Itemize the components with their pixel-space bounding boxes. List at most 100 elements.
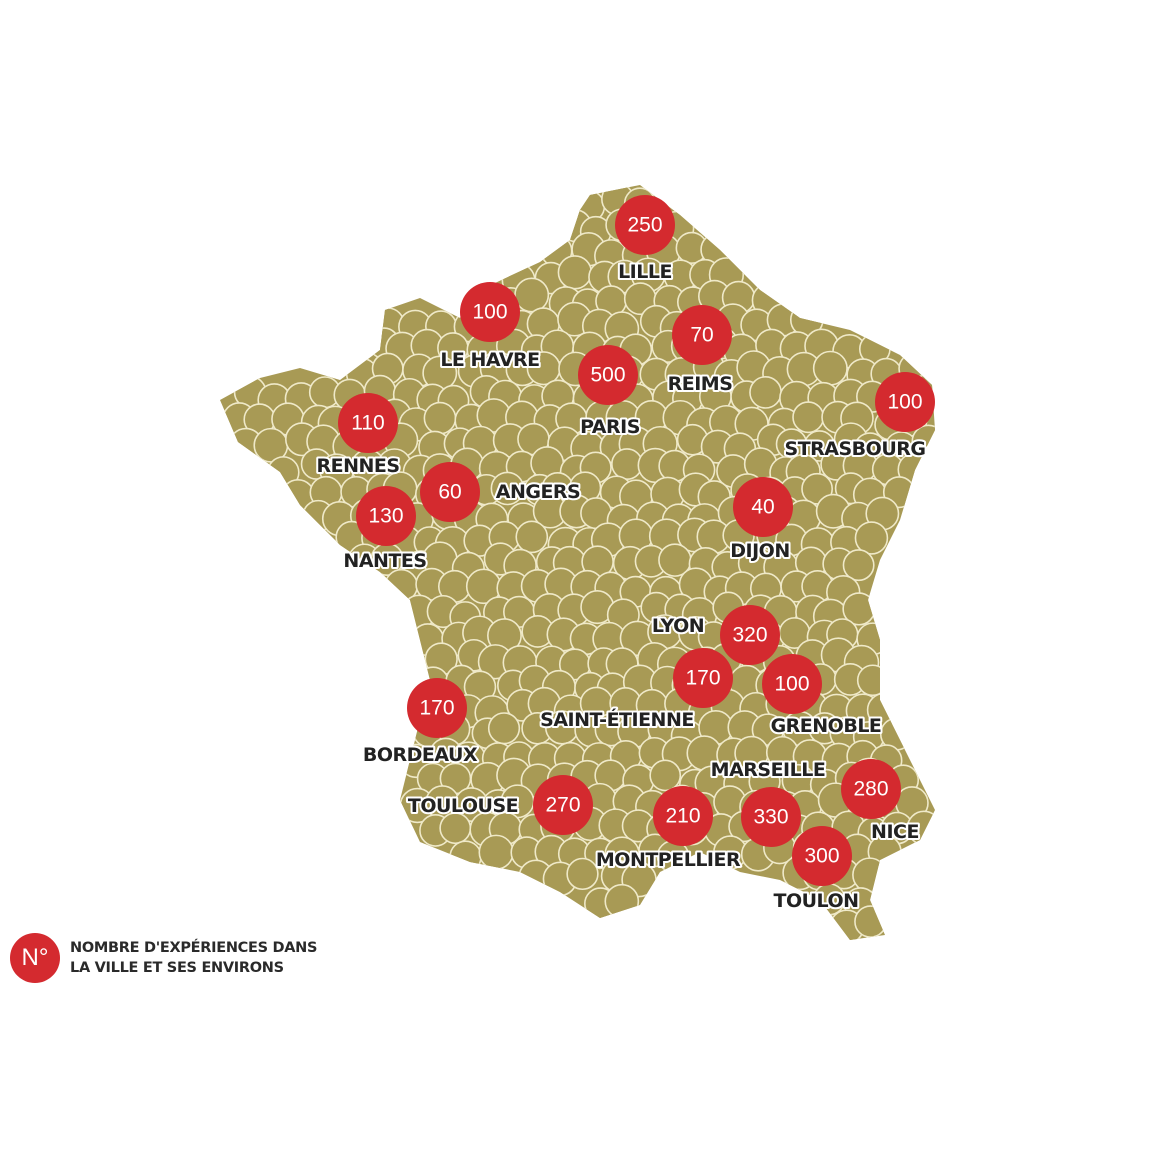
city-marker-angers: 60 ANGERS bbox=[420, 462, 583, 522]
legend-text: NOMBRE D'EXPÉRIENCES DANS LA VILLE ET SE… bbox=[70, 938, 317, 978]
legend-line-2: LA VILLE ET SES ENVIRONS bbox=[70, 960, 284, 976]
city-marker-marseille: 330 MARSEILLE bbox=[709, 757, 828, 847]
city-label: STRASBOURG bbox=[785, 438, 926, 460]
city-marker-saint-e-tienne: 170 SAINT-ÉTIENNE bbox=[538, 648, 733, 733]
legend-line-1: NOMBRE D'EXPÉRIENCES DANS bbox=[70, 940, 318, 956]
count-circle bbox=[741, 787, 801, 847]
legend-marker-icon: N° bbox=[10, 933, 60, 983]
land-dot bbox=[566, 857, 599, 891]
city-label: GRENOBLE bbox=[771, 715, 882, 737]
count-circle bbox=[460, 282, 520, 342]
count-value: 100 bbox=[774, 673, 809, 696]
land-dot bbox=[604, 883, 640, 919]
city-label: BORDEAUX bbox=[363, 744, 478, 766]
count-circle bbox=[841, 759, 901, 819]
city-label: MARSEILLE bbox=[711, 759, 826, 781]
land-dot bbox=[449, 840, 482, 873]
count-value: 250 bbox=[627, 214, 662, 237]
count-circle bbox=[578, 345, 638, 405]
city-label: MONTPELLIER bbox=[596, 849, 741, 871]
count-value: 130 bbox=[368, 505, 403, 528]
city-marker-lille: 250 LILLE bbox=[615, 195, 675, 285]
land-dot bbox=[856, 664, 889, 697]
city-label: TOULOUSE bbox=[408, 795, 518, 817]
city-label: LE HAVRE bbox=[440, 349, 539, 371]
count-value: 330 bbox=[753, 806, 788, 829]
city-label: RENNES bbox=[316, 455, 399, 477]
city-marker-grenoble: 100 GRENOBLE bbox=[762, 654, 884, 739]
city-label: ANGERS bbox=[496, 481, 581, 503]
count-value: 280 bbox=[853, 778, 888, 801]
city-label: LYON bbox=[652, 615, 704, 637]
count-circle bbox=[356, 486, 416, 546]
count-circle bbox=[673, 648, 733, 708]
land-dot bbox=[478, 834, 514, 870]
city-label: REIMS bbox=[668, 373, 733, 395]
city-marker-bordeaux: 170 BORDEAUX bbox=[361, 678, 480, 768]
count-value: 40 bbox=[751, 496, 774, 519]
count-value: 70 bbox=[690, 324, 713, 347]
count-circle bbox=[762, 654, 822, 714]
city-marker-toulouse: 270 TOULOUSE bbox=[406, 775, 593, 835]
land-dot bbox=[611, 448, 643, 480]
count-circle bbox=[420, 462, 480, 522]
land-dot bbox=[423, 401, 457, 435]
count-value: 270 bbox=[545, 794, 580, 817]
count-circle bbox=[733, 477, 793, 537]
city-label: LILLE bbox=[618, 261, 672, 283]
city-label: NICE bbox=[871, 821, 919, 843]
city-marker-nantes: 130 NANTES bbox=[341, 486, 429, 574]
count-circle bbox=[615, 195, 675, 255]
city-marker-reims: 70 REIMS bbox=[666, 305, 735, 397]
city-label: DIJON bbox=[730, 540, 789, 562]
count-circle bbox=[338, 393, 398, 453]
city-marker-montpellier: 210 MONTPELLIER bbox=[594, 786, 743, 873]
city-marker-strasbourg: 100 STRASBOURG bbox=[783, 372, 935, 462]
count-value: 170 bbox=[419, 697, 454, 720]
land-dot bbox=[749, 376, 782, 409]
city-marker-paris: 500 PARIS bbox=[578, 345, 642, 440]
count-circle bbox=[672, 305, 732, 365]
city-marker-rennes: 110 RENNES bbox=[314, 393, 402, 479]
count-circle bbox=[653, 786, 713, 846]
land-dot bbox=[649, 759, 682, 792]
count-value: 100 bbox=[887, 391, 922, 414]
count-circle bbox=[875, 372, 935, 432]
city-marker-le-havre: 100 LE HAVRE bbox=[438, 282, 542, 373]
city-marker-nice: 280 NICE bbox=[841, 759, 921, 845]
land-dot bbox=[854, 905, 887, 938]
count-value: 110 bbox=[351, 412, 384, 435]
count-circle bbox=[792, 826, 852, 886]
count-value: 300 bbox=[804, 845, 839, 868]
city-label: SAINT-ÉTIENNE bbox=[540, 708, 694, 731]
count-circle bbox=[407, 678, 467, 738]
land-dot bbox=[842, 549, 875, 582]
land-dot bbox=[792, 401, 825, 434]
count-value: 320 bbox=[732, 624, 767, 647]
city-marker-lyon: 320 LYON bbox=[650, 605, 780, 665]
land-dot bbox=[514, 277, 550, 313]
city-markers: 250 LILLE 100 LE HAVRE 70 REIMS 500 PARIS 100 STR… bbox=[314, 195, 935, 914]
count-value: 60 bbox=[438, 481, 461, 504]
count-value: 500 bbox=[590, 364, 625, 387]
count-circle bbox=[720, 605, 780, 665]
land-dot bbox=[557, 255, 593, 290]
land-dot bbox=[515, 520, 549, 554]
land-dot bbox=[812, 350, 848, 386]
land-dot bbox=[852, 857, 888, 893]
city-label: NANTES bbox=[343, 550, 426, 572]
city-label: PARIS bbox=[580, 416, 640, 438]
land-dot bbox=[854, 521, 889, 555]
count-circle bbox=[533, 775, 593, 835]
city-label: TOULON bbox=[773, 890, 858, 912]
land-dot bbox=[490, 471, 525, 506]
legend: N° NOMBRE D'EXPÉRIENCES DANS LA VILLE ET… bbox=[10, 933, 317, 983]
land-dot bbox=[439, 812, 472, 845]
count-value: 210 bbox=[665, 805, 700, 828]
land-dot bbox=[487, 712, 521, 745]
count-value: 100 bbox=[472, 301, 507, 324]
city-marker-toulon: 300 TOULON bbox=[771, 826, 861, 914]
city-marker-dijon: 40 DIJON bbox=[728, 477, 793, 564]
